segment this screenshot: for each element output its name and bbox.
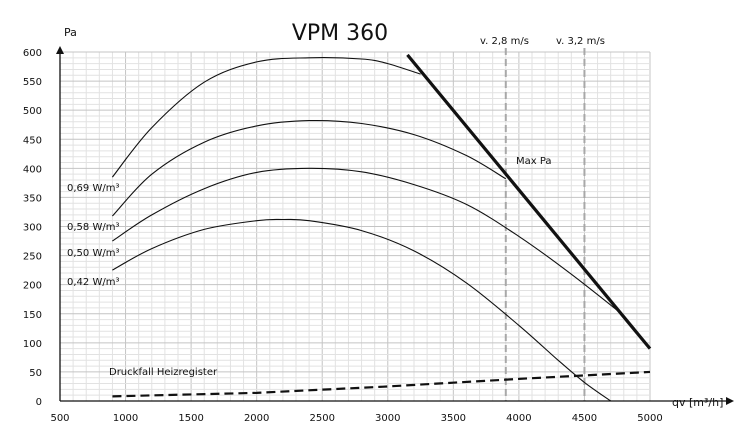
y-axis-arrow xyxy=(56,46,64,54)
y-tick-label: 250 xyxy=(23,252,42,263)
y-axis-label: Pa xyxy=(64,26,77,39)
x-tick-label: 2000 xyxy=(244,413,269,424)
fan-curve-0 xyxy=(111,57,421,178)
fan-curve-3 xyxy=(112,218,612,402)
velocity-lines xyxy=(504,48,586,401)
y-tick-label: 550 xyxy=(23,77,42,88)
y-tick-label: 150 xyxy=(23,310,42,321)
x-tick-label: 1500 xyxy=(178,413,203,424)
x-tick-label: 5000 xyxy=(637,413,662,424)
grid xyxy=(60,51,651,401)
y-tick-label: 100 xyxy=(23,339,42,350)
heater-label: Druckfall Heizregister xyxy=(109,367,218,378)
label-058: 0,58 W/m³ xyxy=(67,222,119,233)
chart-title: VPM 360 xyxy=(292,21,388,46)
velocity-label-1: v. 2,8 m/s xyxy=(480,36,529,47)
label-069: 0,69 W/m³ xyxy=(67,183,119,194)
fan-curve-2 xyxy=(112,167,625,316)
y-tick-label: 300 xyxy=(23,223,42,234)
x-tick-label: 2500 xyxy=(309,413,334,424)
x-tick-label: 4000 xyxy=(506,413,531,424)
y-tick-label: 0 xyxy=(36,397,42,408)
y-tick-label: 450 xyxy=(23,135,42,146)
velocity-label-2: v. 3,2 m/s xyxy=(556,36,605,47)
label-050: 0,50 W/m³ xyxy=(67,248,119,259)
y-tick-label: 200 xyxy=(23,281,42,292)
y-tick-label: 350 xyxy=(23,193,42,204)
y-tick-label: 500 xyxy=(23,106,42,117)
axes xyxy=(56,46,734,405)
x-axis-label: qv [m³/h] xyxy=(672,396,723,409)
x-tick-label: 500 xyxy=(50,413,69,424)
y-tick-label: 400 xyxy=(23,164,42,175)
max-pa-line xyxy=(406,53,652,350)
x-tick-label: 1000 xyxy=(113,413,138,424)
max-pa-label: Max Pa xyxy=(516,156,552,167)
ticks: 500 1000 1500 2000 2500 3000 3500 4000 4500 50000… xyxy=(23,48,663,424)
series xyxy=(111,53,652,402)
y-tick-label: 600 xyxy=(23,48,42,59)
x-tick-label: 4500 xyxy=(572,413,597,424)
y-tick-label: 50 xyxy=(29,368,42,379)
x-tick-label: 3500 xyxy=(441,413,466,424)
heater-pressure-drop-line xyxy=(112,370,651,398)
fan-curve-1 xyxy=(112,119,507,217)
x-axis-arrow xyxy=(726,397,734,405)
label-042: 0,42 W/m³ xyxy=(67,277,119,288)
x-tick-label: 3000 xyxy=(375,413,400,424)
